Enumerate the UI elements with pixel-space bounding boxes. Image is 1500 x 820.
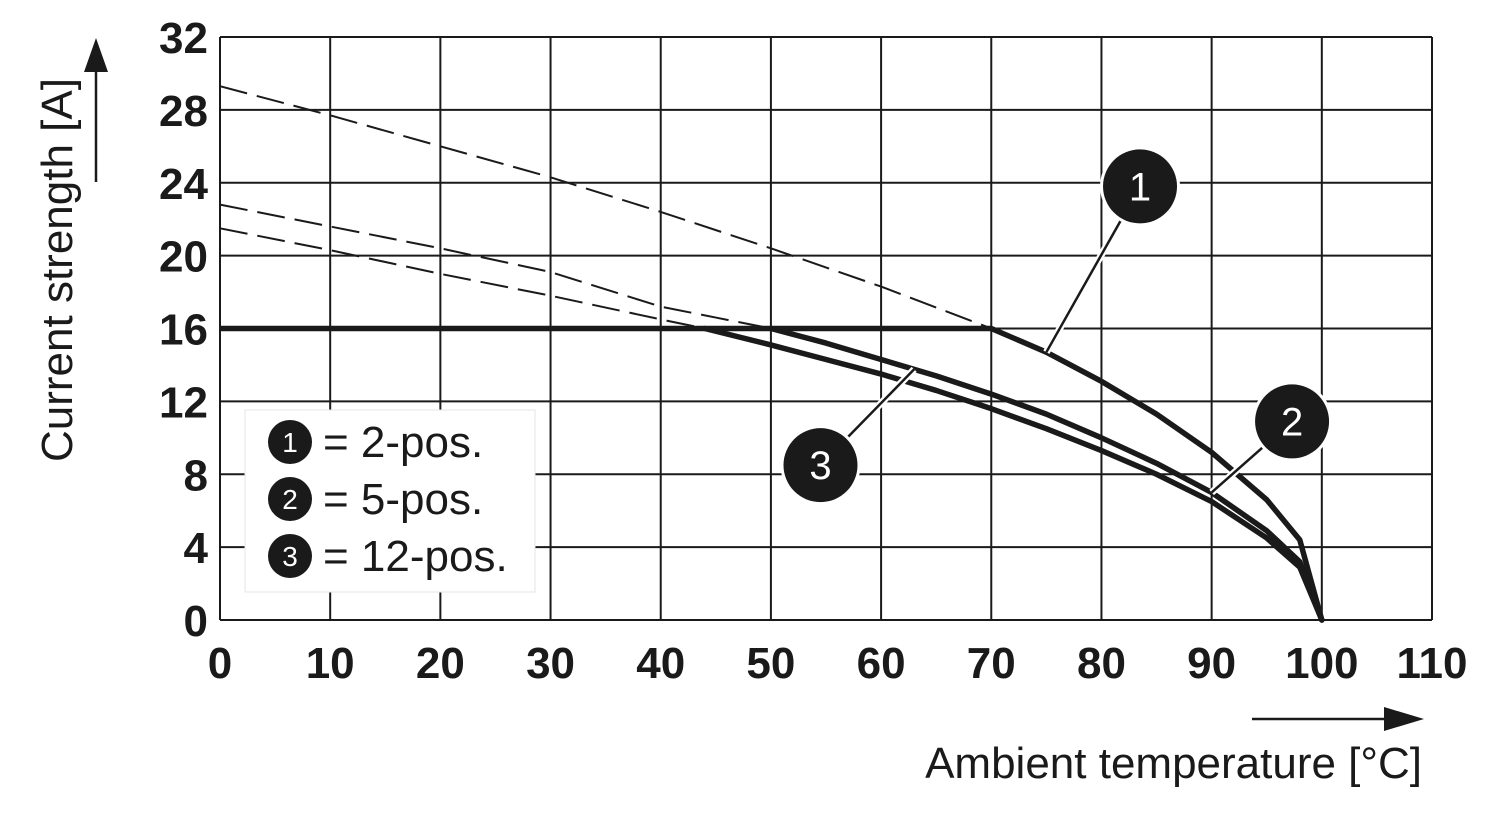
series-2-derating-curve	[768, 325, 1325, 623]
series-2-dashed	[219, 203, 772, 330]
x-axis-arrow-head	[1384, 707, 1424, 731]
x-tick-label: 40	[636, 639, 685, 688]
y-axis-title: Current strength [A]	[33, 78, 82, 462]
callout-marker-label: 1	[1129, 165, 1151, 209]
series-3-dashed	[219, 227, 706, 330]
y-axis-title-group: Current strength [A]	[33, 38, 108, 462]
legend-entry-text: = 5-pos.	[323, 475, 483, 524]
legend-entry-text: = 2-pos.	[323, 418, 483, 467]
y-tick-label: 4	[184, 524, 209, 573]
curves	[219, 85, 1325, 623]
x-tick-label: 60	[857, 639, 906, 688]
x-axis-title-group: Ambient temperature [°C]	[925, 707, 1424, 788]
y-tick-labels: 0 4 8 12 16 20 24 28 32	[159, 14, 208, 646]
legend-marker-2	[268, 477, 312, 521]
series-1-dashed	[219, 85, 992, 330]
y-tick-label: 20	[159, 233, 208, 282]
x-tick-label: 70	[967, 639, 1016, 688]
y-tick-label: 24	[159, 160, 208, 209]
x-axis-title: Ambient temperature [°C]	[925, 739, 1422, 788]
callout-marker-label: 2	[1281, 400, 1303, 444]
x-tick-labels: 0 10 20 30 40 50 60 70 80 90 100 110	[208, 639, 1468, 688]
legend-marker-1	[268, 420, 312, 464]
callout-leader-line	[1210, 444, 1266, 494]
y-tick-label: 12	[159, 378, 208, 427]
y-tick-label: 28	[159, 87, 208, 136]
y-axis-arrow-head	[84, 38, 108, 72]
callout-marker-1	[1103, 149, 1178, 224]
x-tick-label: 50	[746, 639, 795, 688]
callout-leader-line	[1045, 217, 1123, 353]
callout-leader-line	[845, 368, 916, 440]
y-tick-label: 32	[159, 14, 208, 63]
callouts: 1 2 3	[780, 146, 1333, 506]
callout-marker-label: 3	[809, 444, 831, 488]
x-tick-label: 20	[416, 639, 465, 688]
callout-marker-3	[783, 428, 858, 503]
x-tick-label: 100	[1285, 639, 1358, 688]
x-tick-label: 30	[526, 639, 575, 688]
x-tick-label: 110	[1397, 639, 1468, 688]
series-1-derating-curve	[988, 325, 1325, 623]
x-tick-label: 90	[1187, 639, 1236, 688]
legend-entry-text: = 12-pos.	[323, 532, 508, 581]
x-tick-label: 10	[306, 639, 355, 688]
x-tick-label: 0	[208, 639, 232, 688]
x-tick-label: 80	[1077, 639, 1126, 688]
y-tick-label: 16	[159, 306, 208, 355]
series-3-derating-curve	[702, 325, 1325, 623]
legend-marker-3	[268, 534, 312, 578]
legend-marker-label: 3	[282, 541, 298, 572]
y-tick-label: 8	[184, 451, 208, 500]
legend-marker-label: 2	[282, 484, 298, 515]
legend: 1 = 2-pos. 2 = 5-pos. 3 = 12-pos.	[244, 409, 536, 593]
callout-marker-2	[1255, 384, 1330, 459]
y-tick-label: 0	[184, 597, 208, 646]
legend-marker-label: 1	[282, 427, 298, 458]
